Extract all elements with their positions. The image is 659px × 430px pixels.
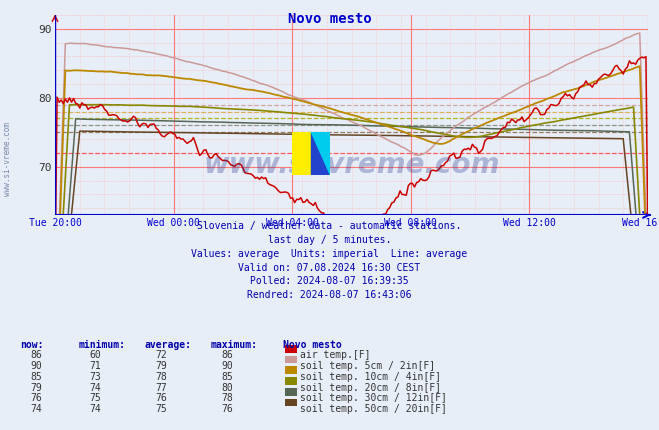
Text: 77: 77 — [156, 383, 167, 393]
Text: 75: 75 — [90, 393, 101, 403]
Text: minimum:: minimum: — [79, 340, 126, 350]
Text: 75: 75 — [156, 404, 167, 414]
Text: maximum:: maximum: — [211, 340, 258, 350]
Text: last day / 5 minutes.: last day / 5 minutes. — [268, 235, 391, 245]
Text: 85: 85 — [30, 372, 42, 382]
Text: 76: 76 — [221, 404, 233, 414]
Text: 60: 60 — [90, 350, 101, 360]
Text: Valid on: 07.08.2024 16:30 CEST: Valid on: 07.08.2024 16:30 CEST — [239, 263, 420, 273]
Text: 78: 78 — [156, 372, 167, 382]
Text: soil temp. 50cm / 20in[F]: soil temp. 50cm / 20in[F] — [300, 404, 447, 414]
Text: Novo mesto: Novo mesto — [283, 340, 342, 350]
Text: 80: 80 — [221, 383, 233, 393]
Text: www.si-vreme.com: www.si-vreme.com — [203, 151, 500, 179]
Text: 79: 79 — [156, 361, 167, 371]
Text: Values: average  Units: imperial  Line: average: Values: average Units: imperial Line: av… — [191, 249, 468, 259]
Text: 73: 73 — [90, 372, 101, 382]
Text: soil temp. 10cm / 4in[F]: soil temp. 10cm / 4in[F] — [300, 372, 441, 382]
Text: 74: 74 — [90, 404, 101, 414]
Text: 85: 85 — [221, 372, 233, 382]
Text: 90: 90 — [30, 361, 42, 371]
Text: www.si-vreme.com: www.si-vreme.com — [3, 122, 13, 196]
Bar — [311, 132, 330, 175]
Text: 74: 74 — [90, 383, 101, 393]
Text: 86: 86 — [221, 350, 233, 360]
Text: 71: 71 — [90, 361, 101, 371]
Polygon shape — [311, 132, 330, 175]
Text: 79: 79 — [30, 383, 42, 393]
Text: soil temp. 30cm / 12in[F]: soil temp. 30cm / 12in[F] — [300, 393, 447, 403]
Text: 72: 72 — [156, 350, 167, 360]
Text: Novo mesto: Novo mesto — [287, 12, 372, 26]
Text: air temp.[F]: air temp.[F] — [300, 350, 370, 360]
Text: average:: average: — [145, 340, 192, 350]
Text: Rendred: 2024-08-07 16:43:06: Rendred: 2024-08-07 16:43:06 — [247, 290, 412, 300]
Text: 78: 78 — [221, 393, 233, 403]
Text: soil temp. 20cm / 8in[F]: soil temp. 20cm / 8in[F] — [300, 383, 441, 393]
Text: soil temp. 5cm / 2in[F]: soil temp. 5cm / 2in[F] — [300, 361, 435, 371]
Text: 90: 90 — [221, 361, 233, 371]
Text: 86: 86 — [30, 350, 42, 360]
Text: 76: 76 — [30, 393, 42, 403]
Text: Polled: 2024-08-07 16:39:35: Polled: 2024-08-07 16:39:35 — [250, 276, 409, 286]
Text: 76: 76 — [156, 393, 167, 403]
Text: Slovenia / weather data - automatic stations.: Slovenia / weather data - automatic stat… — [197, 221, 462, 231]
Text: 74: 74 — [30, 404, 42, 414]
Bar — [292, 132, 311, 175]
Text: now:: now: — [20, 340, 43, 350]
